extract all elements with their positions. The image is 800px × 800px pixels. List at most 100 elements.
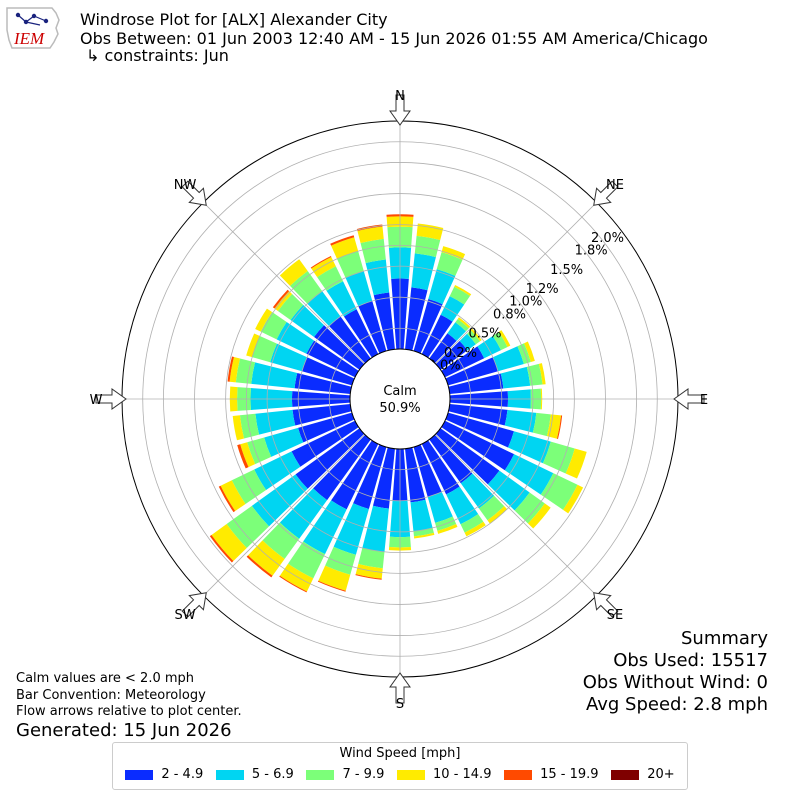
- radial-tick-label: 0.8%: [493, 307, 526, 322]
- direction-label-se: SE: [607, 608, 623, 623]
- bar-segment-230-1: [251, 474, 308, 527]
- bar-segment-40-3: [457, 317, 471, 329]
- bar-segment-30-3: [454, 284, 472, 296]
- bar-segment-60-2: [492, 331, 508, 351]
- direction-label-w: W: [90, 393, 103, 408]
- bar-segment-320-0: [329, 316, 371, 364]
- bar-segment-310-4: [272, 289, 290, 309]
- legend-item: 10 - 14.9: [397, 767, 491, 782]
- obs-between-label: Obs Between: 01 Jun 2003 12:40 AM - 15 J…: [80, 29, 708, 48]
- radial-tick-label: 0.2%: [444, 346, 477, 361]
- bar-segment-240-4: [218, 485, 236, 513]
- bar-segment-250-4: [237, 444, 249, 469]
- radial-tick-label: 2.0%: [591, 231, 624, 246]
- bar-segment-160-0: [413, 444, 442, 497]
- legend-swatch: [611, 769, 640, 780]
- bar-segment-130-2: [514, 492, 545, 524]
- bar-segment-120-3: [563, 484, 584, 514]
- bar-segment-300-2: [260, 312, 287, 340]
- direction-label-n: N: [395, 89, 405, 104]
- bar-segment-50-3: [470, 328, 482, 342]
- bar-segment-60-1: [477, 335, 501, 359]
- grid-spoke-45: [435, 202, 597, 364]
- radial-tick-labels: 0.0%0.2%0.5%0.8%1.0%1.2%1.5%1.8%2.0%: [428, 231, 624, 374]
- bar-segment-210-3: [279, 563, 314, 592]
- legend-swatch: [504, 769, 533, 780]
- bar-segment-220-2: [262, 522, 300, 559]
- summary-panel: Summary Obs Used: 15517 Obs Without Wind…: [583, 628, 768, 716]
- legend-item: 2 - 4.9: [125, 767, 203, 782]
- bar-segment-240-0: [291, 420, 359, 467]
- bar-segment-340-3: [331, 237, 359, 259]
- bar-segment-20-1: [428, 269, 456, 305]
- bar-segment-330-2: [317, 266, 344, 291]
- bar-segment-230-2: [226, 505, 270, 549]
- bar-segment-170-2: [413, 527, 434, 537]
- bar-segment-280-1: [251, 362, 298, 389]
- bar-segment-190-4: [355, 574, 382, 580]
- bar-segment-350-0: [373, 292, 395, 351]
- bar-segment-320-1: [307, 291, 341, 327]
- bar-segment-170-0: [405, 447, 426, 503]
- bar-segment-120-2: [540, 473, 578, 510]
- flow-arrow-icon: [181, 592, 207, 618]
- bar-segment-290-0: [302, 357, 355, 386]
- bar-segment-130-3: [527, 503, 551, 529]
- bar-segment-70-1: [492, 346, 524, 372]
- bar-segment-260-1: [255, 409, 296, 435]
- bar-segment-200-3: [318, 565, 351, 591]
- bar-segment-350-3: [357, 226, 384, 244]
- constraints-label: ↳ constraints: Jun: [86, 46, 229, 65]
- radial-tick-label: 1.8%: [575, 244, 608, 259]
- bar-segment-290-3: [246, 333, 260, 358]
- bar-segment-170-1: [410, 499, 433, 532]
- bar-segment-300-1: [276, 321, 315, 354]
- summary-obs-without-wind: Obs Without Wind: 0: [582, 672, 768, 693]
- bar-segment-340-4: [330, 235, 355, 246]
- bar-segment-30-0: [421, 314, 453, 358]
- bar-segment-340-1: [345, 271, 373, 307]
- bar-segment-230-0: [295, 428, 365, 489]
- summary-title: Summary: [681, 628, 768, 649]
- bar-segment-100-1: [504, 409, 537, 433]
- bar-segment-20-2: [436, 252, 463, 276]
- bar-segment-250-0: [298, 412, 355, 443]
- legend-label: 5 - 6.9: [251, 767, 294, 782]
- bar-segment-10-1: [411, 253, 436, 291]
- bar-segment-350-1: [365, 259, 390, 296]
- direction-label-sw: SW: [174, 608, 195, 623]
- iem-logo-text: IEM: [13, 29, 45, 48]
- iowa-state-outline-icon: IEM: [6, 7, 60, 49]
- flow-arrow-icon: [389, 94, 411, 126]
- flow-arrow-icon: [673, 388, 705, 410]
- bar-segment-110-0: [445, 412, 514, 448]
- bar-segment-20-0: [413, 299, 443, 354]
- legend-label: 20+: [647, 767, 675, 782]
- bar-segment-80-0: [448, 373, 504, 394]
- bar-segment-150-0: [421, 440, 460, 495]
- bar-segment-150-2: [460, 514, 484, 533]
- legend-swatch: [215, 769, 244, 780]
- bar-segment-60-0: [441, 346, 485, 378]
- bar-segment-210-4: [279, 575, 307, 593]
- bar-segment-80-3: [538, 363, 546, 385]
- radial-tick-label: 1.2%: [526, 282, 559, 297]
- bar-segment-150-1: [446, 486, 479, 525]
- bar-segment-100-3: [546, 414, 562, 439]
- bar-segment-260-2: [239, 413, 260, 439]
- flow-arrow-icon: [95, 388, 127, 410]
- bar-segment-140-1: [460, 473, 495, 509]
- calm-circle: Calm 50.9%: [349, 348, 451, 450]
- bar-segment-200-4: [317, 580, 346, 592]
- legend-label: 7 - 9.9: [342, 767, 385, 782]
- bar-segment-220-0: [313, 434, 371, 501]
- grid-spoke-315: [203, 202, 365, 364]
- bar-segment-330-1: [326, 281, 357, 317]
- bar-segment-40-2: [455, 318, 469, 332]
- flow-arrow-icon: [593, 592, 619, 618]
- bar-segment-50-1: [459, 333, 476, 351]
- calm-value: 50.9%: [379, 401, 420, 416]
- bar-segment-260-3: [232, 415, 245, 441]
- bar-segment-100-4: [556, 415, 563, 439]
